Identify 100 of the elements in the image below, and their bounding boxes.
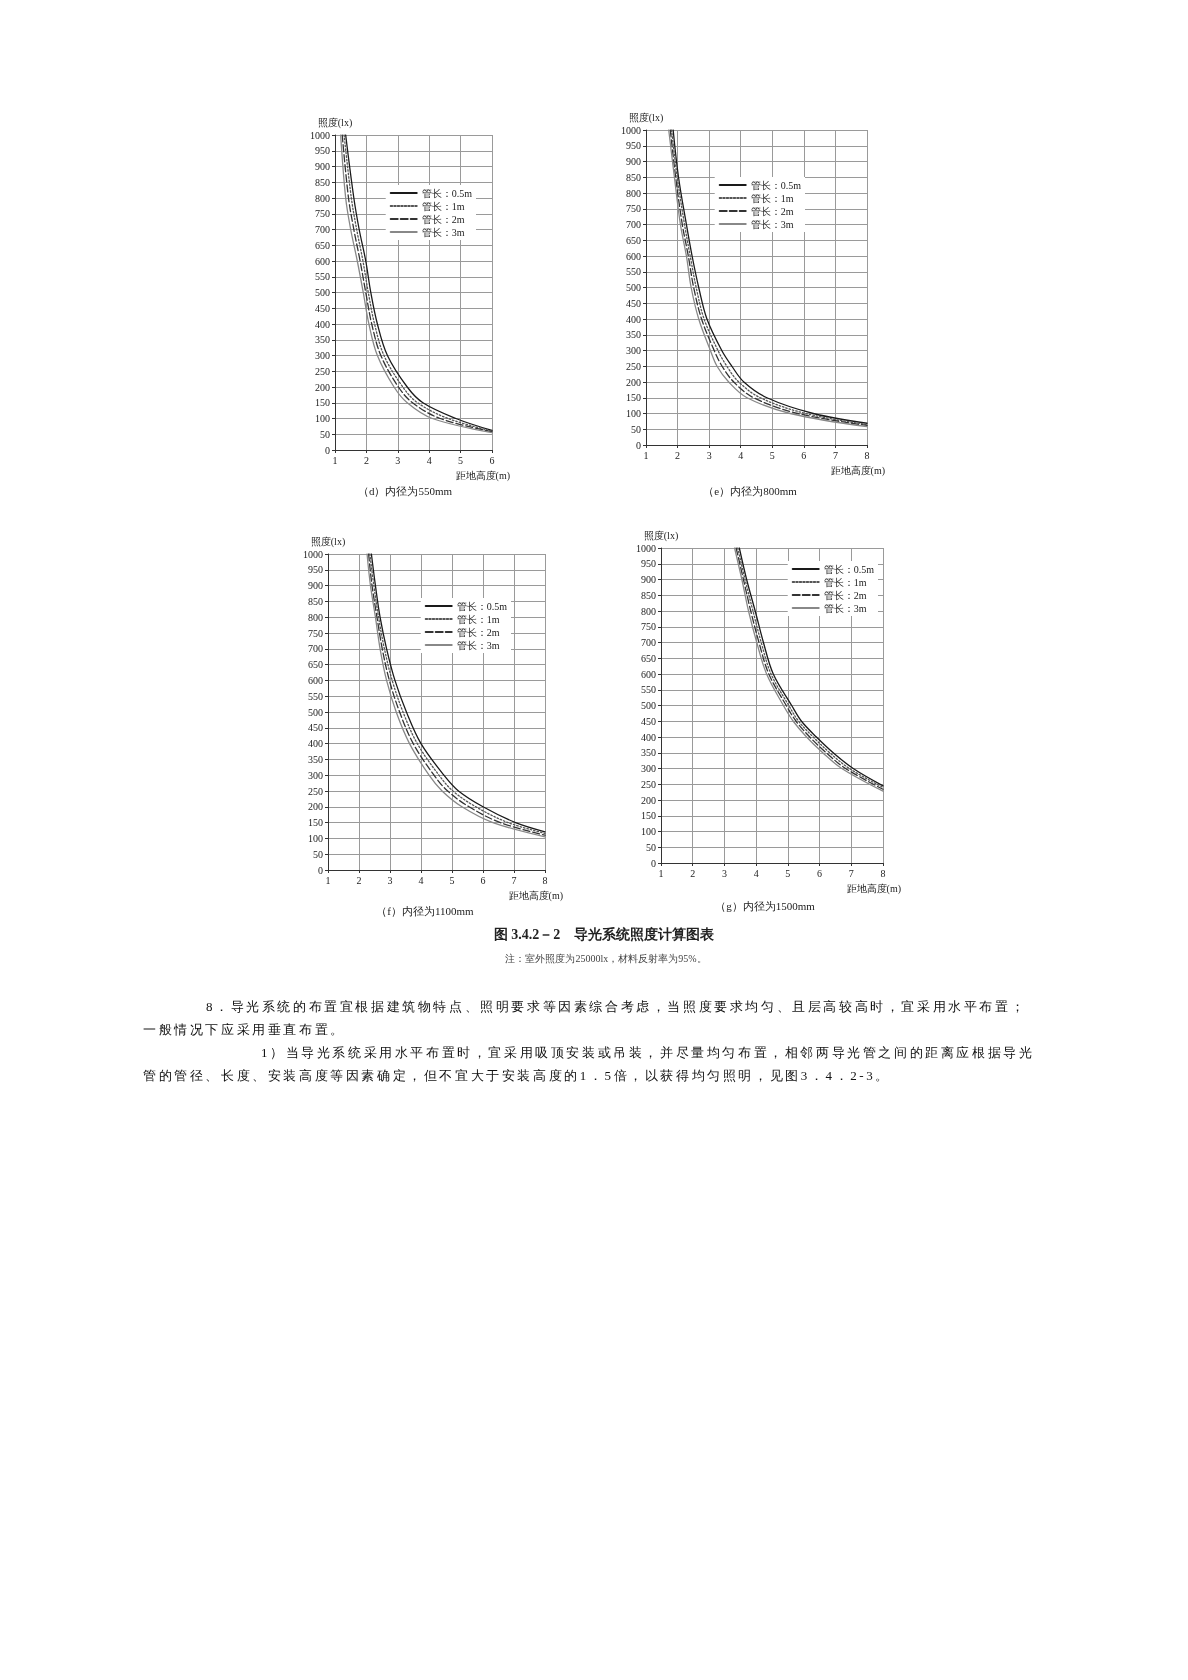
y-tick-label: 850 xyxy=(315,176,330,188)
y-tick-label: 900 xyxy=(626,156,641,167)
y-tick-label: 650 xyxy=(626,234,641,246)
x-axis-title: 距地高度(m) xyxy=(508,889,563,902)
x-tick-label: 1 xyxy=(658,867,664,879)
y-tick-label: 700 xyxy=(308,643,323,655)
y-tick-label: 650 xyxy=(308,659,323,671)
y-tick-label: 400 xyxy=(315,318,330,330)
x-tick-label: 2 xyxy=(363,454,369,466)
x-tick-label: 3 xyxy=(706,449,712,461)
y-tick-label: 400 xyxy=(626,313,641,325)
text: （g）内径为1500mm xyxy=(715,899,816,912)
y-tick-label: 50 xyxy=(631,423,641,435)
x-axis-title: 距地高度(m) xyxy=(455,469,510,482)
legend-label: 管长：3m xyxy=(823,602,867,614)
y-tick-label: 500 xyxy=(308,706,323,718)
y-tick-label: 150 xyxy=(315,397,330,409)
legend-label: 管长：2m xyxy=(456,626,500,638)
y-tick-label: 450 xyxy=(641,715,656,727)
y-tick-label: 0 xyxy=(325,444,330,456)
y-tick-label: 950 xyxy=(308,564,323,576)
y-tick-label: 0 xyxy=(318,864,323,876)
y-tick-label: 600 xyxy=(308,674,323,686)
y-tick-label: 550 xyxy=(315,271,330,283)
y-tick-label: 350 xyxy=(315,334,330,346)
y-tick-label: 750 xyxy=(315,208,330,220)
y-tick-label: 850 xyxy=(641,589,656,601)
y-tick-label: 100 xyxy=(626,408,641,419)
y-tick-label: 200 xyxy=(641,794,656,806)
y-tick-label: 1000 xyxy=(621,124,641,136)
y-tick-label: 950 xyxy=(626,140,641,152)
y-tick-label: 250 xyxy=(641,778,656,790)
y-tick-label: 0 xyxy=(651,857,656,869)
legend-label: 管长：0.5m xyxy=(750,179,802,191)
y-tick-label: 650 xyxy=(641,652,656,664)
y-tick-label: 900 xyxy=(315,161,330,172)
text: 图 3.4.2－2 导光系统照度计算图表 xyxy=(492,926,716,944)
x-tick-label: 4 xyxy=(738,449,744,461)
y-tick-label: 800 xyxy=(641,605,656,617)
y-tick-label: 250 xyxy=(308,785,323,797)
legend-label: 管长：1m xyxy=(750,192,794,204)
legend-label: 管长：0.5m xyxy=(421,187,473,199)
y-tick-label: 350 xyxy=(641,747,656,759)
x-tick-label: 6 xyxy=(801,449,807,461)
x-tick-label: 6 xyxy=(817,867,823,879)
y-tick-label: 450 xyxy=(308,722,323,734)
legend-label: 管长：2m xyxy=(823,589,867,601)
y-tick-label: 750 xyxy=(626,203,641,215)
y-tick-label: 1000 xyxy=(636,542,656,554)
y-tick-label: 900 xyxy=(641,574,656,585)
x-tick-label: 1 xyxy=(325,874,331,886)
text: （e）内径为800mm xyxy=(703,484,798,497)
x-tick-label: 7 xyxy=(511,874,517,886)
y-tick-label: 100 xyxy=(308,832,323,844)
y-tick-label: 900 xyxy=(308,580,323,592)
y-tick-label: 800 xyxy=(308,611,323,623)
legend-label: 管长：3m xyxy=(750,218,794,230)
y-tick-label: 100 xyxy=(641,826,656,837)
y-tick-label: 100 xyxy=(315,413,330,424)
legend-label: 管长：2m xyxy=(421,213,465,225)
y-tick-label: 300 xyxy=(315,350,330,361)
x-tick-label: 2 xyxy=(356,874,362,886)
y-tick-label: 350 xyxy=(626,329,641,341)
y-tick-label: 850 xyxy=(626,171,641,183)
y-tick-label: 150 xyxy=(626,392,641,404)
y-tick-label: 0 xyxy=(636,439,641,451)
legend-label: 管长：3m xyxy=(456,639,500,651)
y-tick-label: 400 xyxy=(308,738,323,750)
y-tick-label: 300 xyxy=(626,345,641,356)
x-tick-label: 1 xyxy=(332,454,338,466)
x-tick-label: 4 xyxy=(753,867,759,879)
y-tick-label: 950 xyxy=(641,558,656,570)
y-tick-label: 500 xyxy=(315,287,330,298)
x-tick-label: 6 xyxy=(489,454,495,466)
y-tick-label: 700 xyxy=(315,224,330,235)
y-tick-label: 150 xyxy=(641,810,656,822)
y-tick-label: 50 xyxy=(320,428,330,440)
y-tick-label: 600 xyxy=(641,668,656,680)
x-axis-title: 距地高度(m) xyxy=(830,464,885,477)
y-tick-label: 850 xyxy=(308,595,323,607)
x-tick-label: 5 xyxy=(449,874,455,886)
x-tick-label: 8 xyxy=(880,867,886,879)
x-tick-label: 7 xyxy=(832,449,838,461)
y-tick-label: 400 xyxy=(641,731,656,743)
y-tick-label: 300 xyxy=(308,769,323,781)
y-tick-label: 800 xyxy=(315,192,330,204)
y-tick-label: 750 xyxy=(308,627,323,639)
y-tick-label: 200 xyxy=(308,801,323,813)
x-tick-label: 2 xyxy=(675,449,681,461)
legend-label: 管长：1m xyxy=(421,200,465,212)
x-tick-label: 2 xyxy=(690,867,696,879)
y-tick-label: 600 xyxy=(315,255,330,267)
y-tick-label: 350 xyxy=(308,753,323,765)
x-tick-label: 3 xyxy=(721,867,727,879)
x-tick-label: 8 xyxy=(864,449,870,461)
y-tick-label: 250 xyxy=(315,365,330,377)
y-axis-title: 照度(lx) xyxy=(310,535,346,548)
y-tick-label: 200 xyxy=(315,381,330,393)
text: （d）内径为550mm xyxy=(357,484,453,497)
y-axis-title: 照度(lx) xyxy=(317,116,353,129)
